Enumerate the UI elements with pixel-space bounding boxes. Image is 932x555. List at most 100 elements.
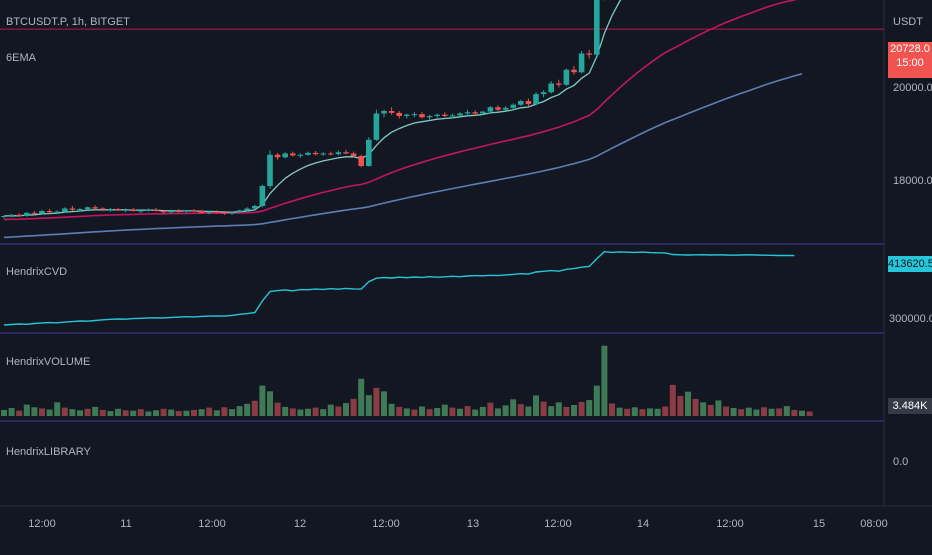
volume-bar [343,403,349,416]
volume-bar [289,408,296,416]
volume-bar [738,409,745,416]
volume-bar [312,407,319,416]
volume-bar [320,409,327,416]
candle-body [464,112,471,114]
volume-bar [662,406,669,416]
candle-body [457,113,463,116]
candle-body [396,112,402,116]
cvd-line [3,250,795,326]
volume-bar [168,409,175,416]
volume-bar [692,398,699,416]
axis-unit-label: USDT [893,16,923,28]
time-tick-label: 12:00 [544,518,572,530]
volume-bar [464,406,471,416]
candle-body [290,153,296,156]
volume-bar [479,406,486,416]
volume-bar [791,409,798,416]
volume-bar [381,391,387,416]
candle-body [578,53,585,73]
candle-body [571,69,577,73]
cvd-pane-title[interactable]: HendrixCVD [6,266,68,278]
volume-bar [654,408,661,416]
candle-body [46,211,53,213]
volume-bar [153,410,159,416]
candle-body [252,206,258,209]
candle-body [472,112,478,114]
volume-last-value-tag: 3.484K [888,398,932,414]
volume-bar [8,408,15,416]
candle-body [335,152,342,155]
volume-bar [525,406,532,416]
volume-bar [700,402,707,416]
candle-body [510,104,516,108]
time-tick-label: 15 [812,518,826,530]
volume-bar [107,411,114,416]
volume-bar [373,387,380,416]
volume-bar [160,408,167,416]
volume-bar [92,406,99,416]
volume-bar [251,400,258,416]
candle-body [214,211,220,213]
candle-body [145,209,152,211]
candle-body [84,207,91,210]
volume-bar [1,409,7,416]
candle-body [312,152,319,155]
volume-bar [77,410,83,416]
volume-bar [419,406,425,416]
candle-body [350,153,357,156]
candle-body [297,154,304,156]
volume-bar [723,406,729,416]
volume-bar [350,398,357,416]
candle-body [39,211,45,214]
volume-bar [84,408,91,416]
candle-body [381,111,387,114]
volume-bar [745,407,752,416]
volume-bar [806,411,813,416]
candle-body [556,83,562,85]
volume-bar [609,403,615,416]
candle-body [426,116,433,118]
volume-bar [267,391,273,416]
candle-body [388,111,395,113]
volume-bar [145,411,152,416]
candle-body [282,153,288,158]
volume-bar [783,406,790,416]
candle-body [153,209,159,211]
volume-bar [639,409,646,416]
volume-bar [707,404,714,416]
candle-body [495,107,501,110]
volume-bar [297,409,304,416]
volume-bar [31,407,38,416]
volume-bar [54,402,61,416]
candle-body [62,208,68,212]
candle-body [206,211,212,213]
symbol-title[interactable]: BTCUSDT.P, 1h, BITGET [6,16,130,28]
volume-bar [16,410,23,416]
volume-bar [563,406,570,416]
volume-pane-title[interactable]: HendrixVOLUME [6,356,91,368]
volume-bar [221,407,228,416]
volume-bar [517,404,524,416]
volume-bar [601,345,608,416]
volume-bar [335,406,342,416]
candle-body [594,0,600,55]
volume-bar [365,395,372,416]
volume-bar [776,408,783,416]
volume-bar [130,410,137,416]
candle-body [358,156,364,166]
volume-bar [305,408,311,416]
volume-bar [502,405,509,416]
volume-bar [593,385,600,416]
candle-body [518,101,524,105]
candle-body [244,208,250,211]
time-tick-label: 12:00 [198,518,226,530]
library-pane-title[interactable]: HendrixLIBRARY [6,446,91,458]
volume-bar [495,408,501,416]
volume-bar [198,409,205,416]
volume-bar [510,399,517,416]
volume-bar [434,408,441,416]
ema-indicator-label[interactable]: 6EMA [6,52,36,64]
candle-body [24,212,30,216]
